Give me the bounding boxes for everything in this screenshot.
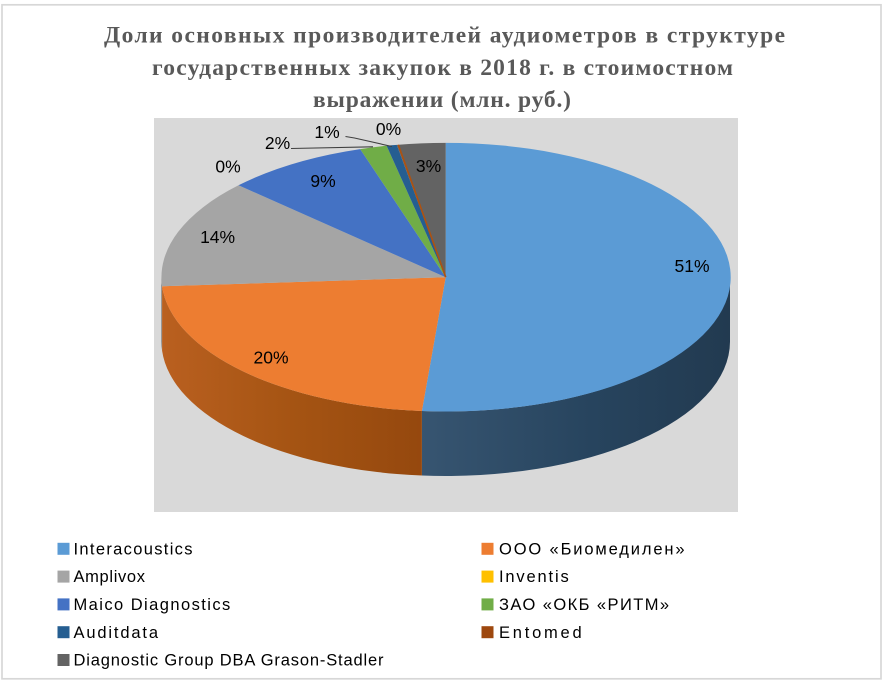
svg-text:0%: 0% [376, 119, 401, 139]
svg-text:Auditdata: Auditdata [74, 624, 159, 642]
svg-text:Entomed: Entomed [499, 624, 582, 642]
svg-text:Maico Diagnostics: Maico Diagnostics [74, 596, 231, 614]
svg-text:9%: 9% [310, 171, 335, 191]
svg-text:Diagnostic Group DBA Grason-St: Diagnostic Group DBA Grason-Stadler [74, 652, 385, 670]
svg-text:2%: 2% [265, 133, 290, 153]
svg-text:государственных закупок в 2018: государственных закупок в 2018 г. в стои… [152, 55, 733, 81]
svg-text:Доли основных производителей а: Доли основных производителей аудиометров… [104, 23, 785, 49]
svg-text:Interacoustics: Interacoustics [74, 540, 193, 558]
svg-text:14%: 14% [200, 227, 235, 247]
svg-text:51%: 51% [674, 256, 709, 276]
svg-text:20%: 20% [253, 348, 288, 368]
svg-text:Inventis: Inventis [499, 568, 569, 586]
svg-text:1%: 1% [314, 122, 339, 142]
svg-text:Amplivox: Amplivox [74, 568, 146, 586]
svg-text:ООО «Биомедилен»: ООО «Биомедилен» [499, 540, 685, 558]
svg-text:ЗАО «ОКБ «РИТМ»: ЗАО «ОКБ «РИТМ» [499, 596, 669, 614]
svg-text:3%: 3% [416, 156, 441, 176]
svg-text:0%: 0% [215, 157, 240, 177]
svg-text:выражении (млн. руб.): выражении (млн. руб.) [313, 87, 571, 113]
